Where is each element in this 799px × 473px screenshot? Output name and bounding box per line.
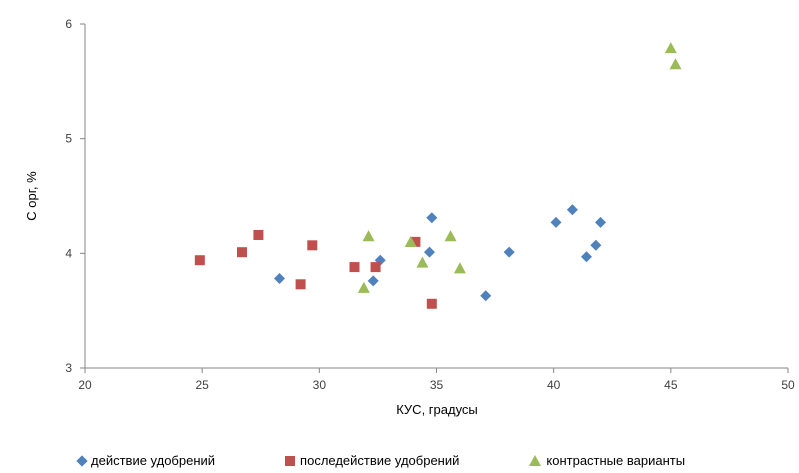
- data-point-series-3: [444, 230, 457, 242]
- data-point-series-1: [580, 251, 592, 263]
- legend-item-series-1: действие удобрений: [76, 453, 216, 468]
- y-tick-label: 6: [65, 17, 72, 31]
- data-point-series-2: [307, 240, 318, 251]
- data-point-series-1: [550, 216, 562, 228]
- data-point-series-2: [426, 298, 437, 309]
- data-point-series-1: [273, 273, 285, 285]
- x-axis-title: КУС, градусы: [396, 402, 478, 417]
- y-tick-label: 5: [65, 132, 72, 146]
- data-point-series-2: [349, 262, 360, 273]
- x-tick-label: 50: [781, 378, 795, 392]
- data-point-series-3: [453, 262, 466, 274]
- data-point-series-2: [237, 247, 248, 258]
- data-point-series-3: [664, 42, 677, 54]
- triangle-marker-icon: [529, 455, 542, 466]
- y-tick-label: 4: [65, 246, 72, 260]
- data-point-series-2: [194, 255, 205, 266]
- y-tick-label: 3: [65, 361, 72, 375]
- data-point-series-2: [295, 279, 306, 290]
- data-point-series-1: [367, 275, 379, 287]
- data-point-series-3: [404, 235, 417, 247]
- data-point-series-1: [426, 212, 438, 224]
- data-point-series-1: [480, 290, 492, 302]
- y-axis-title: С орг, %: [24, 171, 39, 221]
- data-point-series-3: [357, 281, 370, 293]
- legend-item-series-2: последействие удобрений: [285, 453, 459, 468]
- x-tick-label: 20: [78, 378, 92, 392]
- legend-label: действие удобрений: [91, 453, 216, 468]
- legend: действие удобрений последействие удобрен…: [76, 453, 685, 468]
- data-point-series-1: [423, 246, 435, 258]
- x-tick-label: 35: [430, 378, 444, 392]
- data-point-series-1: [590, 239, 602, 251]
- data-point-series-1: [595, 216, 607, 228]
- x-tick-label: 40: [547, 378, 561, 392]
- data-point-series-1: [503, 246, 515, 258]
- x-tick-label: 25: [195, 378, 209, 392]
- data-point-series-2: [370, 262, 381, 273]
- diamond-marker-icon: [76, 454, 88, 467]
- legend-label: контрастные варианты: [546, 453, 686, 468]
- data-point-series-2: [410, 236, 421, 247]
- x-tick-label: 45: [664, 378, 678, 392]
- data-point-series-1: [566, 204, 578, 216]
- data-point-series-3: [416, 256, 429, 268]
- square-marker-icon: [285, 455, 296, 466]
- legend-item-series-3: контрастные варианты: [529, 453, 685, 468]
- data-point-series-3: [669, 58, 682, 70]
- x-tick-label: 30: [313, 378, 327, 392]
- data-point-series-3: [362, 230, 375, 242]
- legend-label: последействие удобрений: [300, 453, 460, 468]
- data-point-series-2: [253, 229, 264, 240]
